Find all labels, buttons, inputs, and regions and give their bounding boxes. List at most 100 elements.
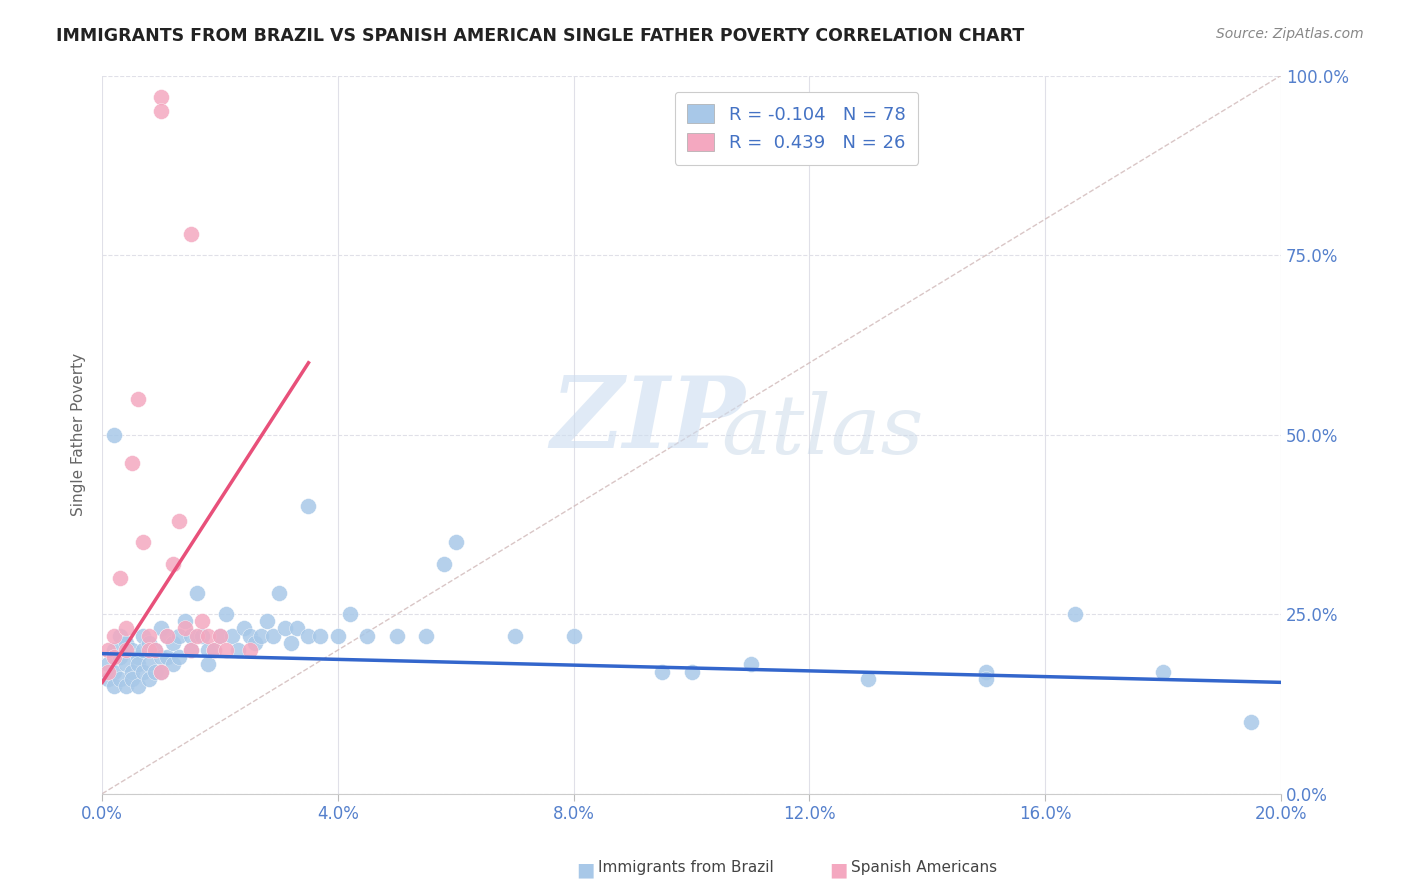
Text: ZIP: ZIP [550,372,745,468]
Point [162,557,184,571]
Point [1240,714,1263,729]
Point [132,629,155,643]
Point [103,679,125,693]
Point [138,657,160,672]
Point [209,629,232,643]
Point [202,643,225,657]
Point [180,227,202,241]
Point [309,629,332,643]
Point [173,622,195,636]
Point [121,456,143,470]
Point [740,657,762,672]
Point [97,665,120,679]
Point [385,629,408,643]
Point [209,629,232,643]
Point [651,665,673,679]
Point [197,629,219,643]
Point [238,643,260,657]
Point [191,615,214,629]
Point [114,657,136,672]
Point [285,622,308,636]
Point [143,643,166,657]
Point [97,657,120,672]
Point [356,629,378,643]
Point [297,629,319,643]
Point [162,657,184,672]
Point [138,643,160,657]
Text: ■: ■ [830,860,848,880]
Text: ■: ■ [576,860,595,880]
Point [103,665,125,679]
Point [444,535,467,549]
Point [121,643,143,657]
Point [297,500,319,514]
Point [127,657,149,672]
Point [103,629,125,643]
Point [103,650,125,665]
Point [167,650,190,665]
Point [114,636,136,650]
Point [226,643,249,657]
Point [1063,607,1085,621]
Point [681,665,703,679]
Point [132,535,155,549]
Point [326,629,349,643]
Point [238,629,260,643]
Point [562,629,585,643]
Point [197,657,219,672]
Text: atlas: atlas [721,391,924,471]
Point [138,672,160,686]
Point [114,622,136,636]
Text: Spanish Americans: Spanish Americans [851,861,997,875]
Point [127,650,149,665]
Point [156,650,179,665]
Y-axis label: Single Father Poverty: Single Father Poverty [72,353,86,516]
Point [127,392,149,406]
Point [138,629,160,643]
Point [274,622,297,636]
Point [150,650,173,665]
Legend: R = -0.104   N = 78, R =  0.439   N = 26: R = -0.104 N = 78, R = 0.439 N = 26 [675,92,918,165]
Point [197,643,219,657]
Point [103,427,125,442]
Point [191,629,214,643]
Point [280,636,302,650]
Point [250,629,273,643]
Point [221,629,243,643]
Point [108,571,131,585]
Point [974,665,997,679]
Point [503,629,526,643]
Point [202,643,225,657]
Point [162,636,184,650]
Point [156,629,179,643]
Point [262,629,284,643]
Point [245,636,267,650]
Point [143,643,166,657]
Point [215,643,238,657]
Text: Source: ZipAtlas.com: Source: ZipAtlas.com [1216,27,1364,41]
Point [143,665,166,679]
Point [127,679,149,693]
Point [1152,665,1174,679]
Point [167,514,190,528]
Point [150,90,173,104]
Point [121,672,143,686]
Point [215,607,238,621]
Point [173,615,195,629]
Point [974,672,997,686]
Point [132,665,155,679]
Point [138,636,160,650]
Text: IMMIGRANTS FROM BRAZIL VS SPANISH AMERICAN SINGLE FATHER POVERTY CORRELATION CHA: IMMIGRANTS FROM BRAZIL VS SPANISH AMERIC… [56,27,1025,45]
Point [97,643,120,657]
Point [186,629,208,643]
Point [415,629,437,643]
Point [256,615,278,629]
Point [108,629,131,643]
Point [156,629,179,643]
Point [108,672,131,686]
Point [97,672,120,686]
Point [114,643,136,657]
Point [858,672,880,686]
Point [180,643,202,657]
Point [121,665,143,679]
